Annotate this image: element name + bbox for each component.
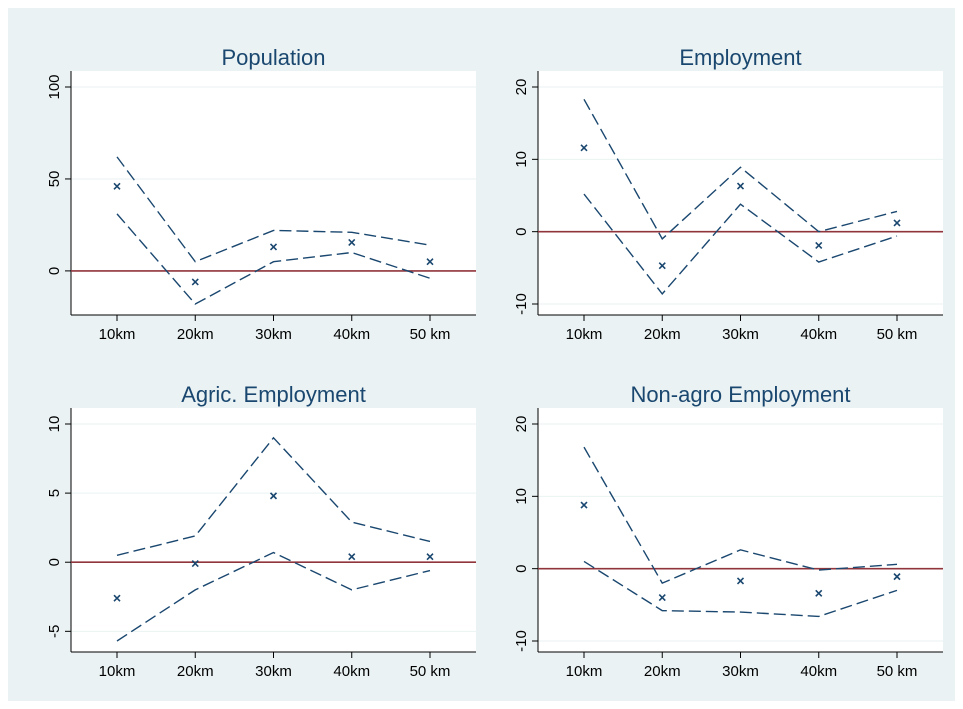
y-tick-label: 100 — [46, 74, 63, 99]
panel-2: Employment -10 0 10 20 10km 20km 30km 40km 50 km — [513, 45, 943, 343]
point-estimate-marker — [736, 577, 745, 585]
y-tick-label: 50 — [46, 171, 63, 188]
x-tick-label: 20km — [644, 326, 681, 343]
y-tick-label: -5 — [46, 625, 63, 638]
panel-title: Population — [222, 45, 326, 70]
point-estimate-marker — [658, 594, 666, 602]
x-tick-label: 10km — [566, 326, 603, 343]
panel-title: Agric. Employment — [181, 382, 366, 407]
marker-stroke — [736, 577, 745, 585]
x-tick-label: 30km — [255, 663, 292, 680]
point-estimate-marker — [580, 501, 588, 509]
marker-stroke — [815, 241, 823, 249]
point-estimate-marker — [191, 560, 199, 568]
x-tick-label: 30km — [722, 326, 759, 343]
point-estimate-marker — [893, 219, 901, 227]
marker-stroke — [269, 492, 278, 500]
lower-ci-line — [116, 551, 431, 642]
point-estimate-marker — [269, 243, 278, 251]
x-tick-label: 10km — [99, 663, 136, 680]
marker-stroke — [736, 182, 745, 190]
upper-ci-line — [583, 446, 898, 585]
y-tick-label: 0 — [46, 558, 63, 566]
y-tick-label: 5 — [46, 489, 63, 497]
y-tick-label: -10 — [513, 293, 530, 315]
marker-stroke — [113, 182, 121, 190]
marker-stroke — [815, 589, 823, 597]
y-tick-label: 20 — [513, 416, 530, 433]
marker-stroke — [580, 144, 588, 152]
x-tick-label: 20km — [644, 663, 681, 680]
marker-stroke — [893, 219, 901, 227]
marker-stroke — [580, 501, 588, 509]
x-tick-label: 40km — [800, 663, 837, 680]
upper-ci-line — [583, 98, 898, 241]
y-tick-label: -10 — [513, 630, 530, 652]
marker-stroke — [191, 278, 199, 286]
y-tick-label: 10 — [513, 488, 530, 505]
x-tick-label: 10km — [99, 326, 136, 343]
marker-stroke — [658, 262, 666, 270]
x-tick-label: 50 km — [410, 663, 451, 680]
point-estimate-marker — [348, 238, 356, 246]
point-estimate-marker — [815, 589, 823, 597]
x-tick-label: 50 km — [877, 326, 918, 343]
panel-3: Agric. Employment -5 0 5 10 10km 20km 30km 40km 5… — [46, 382, 476, 680]
marker-stroke — [269, 243, 278, 251]
x-tick-label: 20km — [177, 326, 214, 343]
x-tick-label: 50 km — [877, 663, 918, 680]
upper-ci-line — [116, 156, 431, 263]
x-tick-label: 40km — [800, 326, 837, 343]
upper-ci-line — [116, 436, 431, 556]
point-estimate-marker — [580, 144, 588, 152]
point-estimate-marker — [658, 262, 666, 270]
x-tick-label: 50 km — [410, 326, 451, 343]
plot-area — [538, 71, 943, 315]
point-estimate-marker — [269, 492, 278, 500]
y-tick-label: 10 — [46, 416, 63, 433]
x-tick-label: 20km — [177, 663, 214, 680]
plot-area — [71, 408, 476, 652]
x-tick-label: 40km — [333, 326, 370, 343]
x-tick-label: 40km — [333, 663, 370, 680]
point-estimate-marker — [113, 182, 121, 190]
figure-background: Population 0 50 100 10km 20km 30km 40km 50 km Emp… — [8, 8, 955, 701]
marker-stroke — [348, 553, 356, 561]
point-estimate-marker — [736, 182, 745, 190]
panel-1: Population 0 50 100 10km 20km 30km 40km 50 km — [46, 45, 476, 343]
x-tick-label: 30km — [255, 326, 292, 343]
lower-ci-line — [583, 560, 898, 618]
plot-area — [71, 71, 476, 315]
point-estimate-marker — [426, 553, 434, 561]
y-tick-label: 0 — [513, 564, 530, 572]
marker-stroke — [426, 553, 434, 561]
point-estimate-marker — [426, 258, 434, 266]
y-tick-label: 0 — [46, 267, 63, 275]
point-estimate-marker — [113, 594, 121, 602]
point-estimate-marker — [191, 278, 199, 286]
x-tick-label: 10km — [566, 663, 603, 680]
y-tick-label: 0 — [513, 227, 530, 235]
y-tick-label: 10 — [513, 151, 530, 168]
panel-4: Non-agro Employment -10 0 10 20 10km 20km 30km 4… — [513, 382, 943, 680]
y-tick-label: 20 — [513, 79, 530, 96]
marker-stroke — [426, 258, 434, 266]
lower-ci-line — [116, 213, 431, 305]
point-estimate-marker — [348, 553, 356, 561]
marker-stroke — [658, 594, 666, 602]
panel-title: Non-agro Employment — [630, 382, 850, 407]
plot-area — [538, 408, 943, 652]
x-tick-label: 30km — [722, 663, 759, 680]
point-estimate-marker — [815, 241, 823, 249]
lower-ci-line — [583, 193, 898, 295]
marker-stroke — [893, 573, 901, 581]
marker-stroke — [348, 238, 356, 246]
marker-stroke — [191, 560, 199, 568]
point-estimate-marker — [893, 573, 901, 581]
marker-stroke — [113, 594, 121, 602]
panel-title: Employment — [679, 45, 801, 70]
